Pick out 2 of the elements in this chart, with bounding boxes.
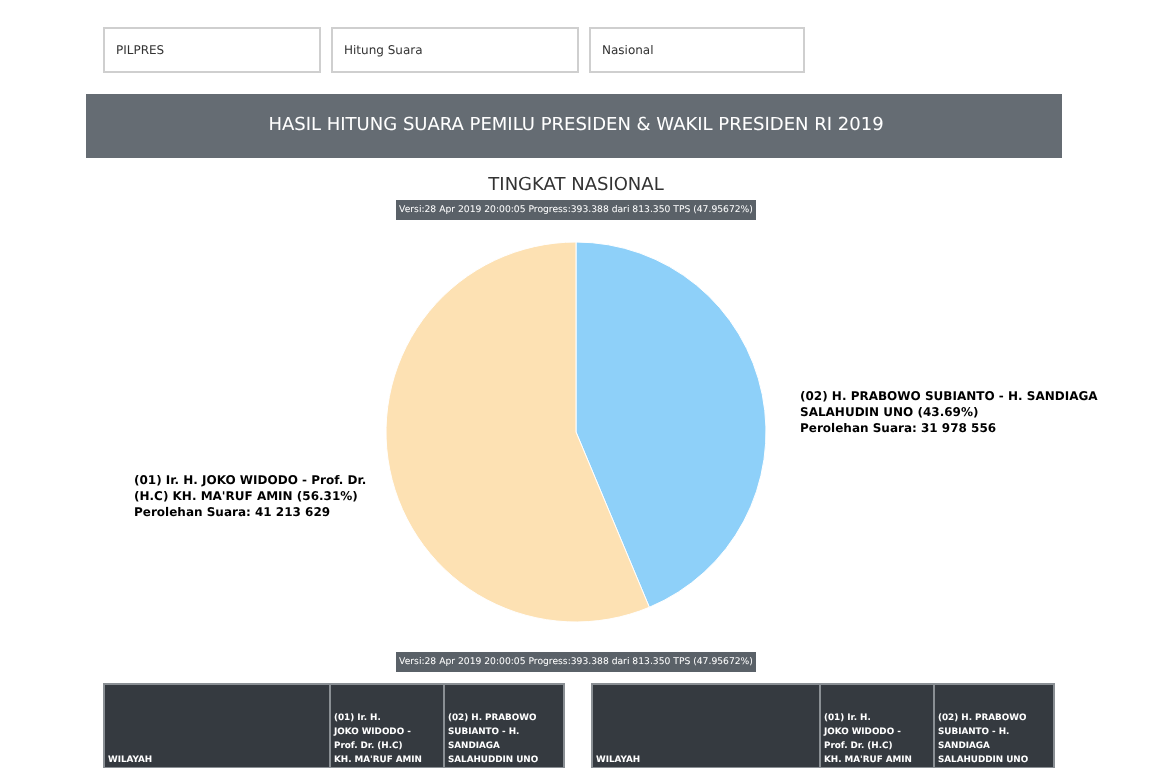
chart-title: HASIL HITUNG SUARA PEMILU PRESIDEN & WAKIL PRESIDEN RI 2019 — [268, 116, 885, 136]
chart-subtitle: TINGKAT NASIONAL — [486, 176, 664, 196]
